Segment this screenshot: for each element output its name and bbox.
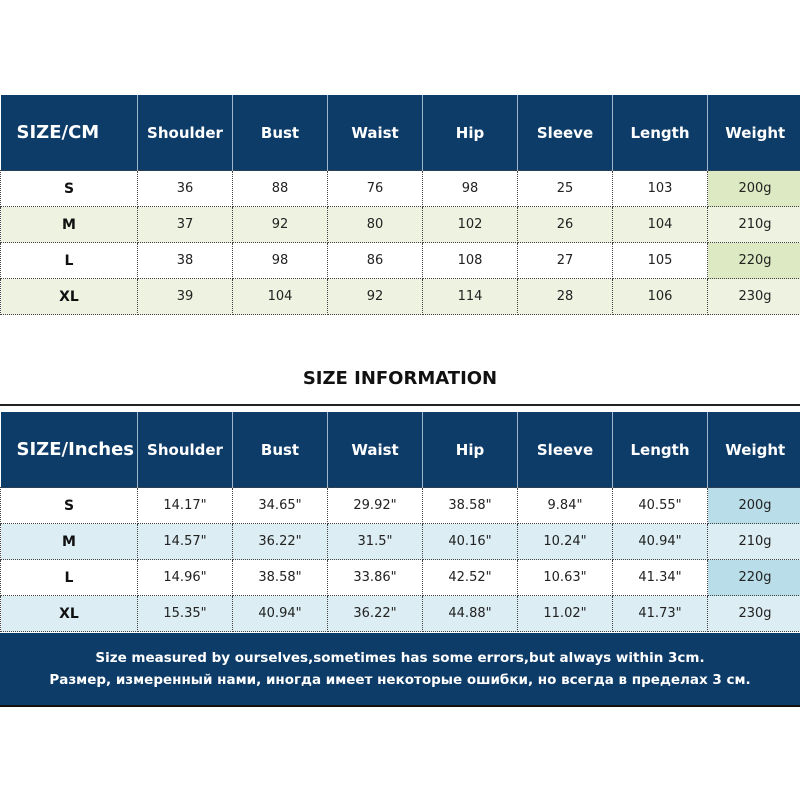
weight-cell: 200g: [707, 487, 800, 524]
measurement-cell: 25: [517, 170, 613, 207]
measurement-cell: 36: [137, 170, 233, 207]
table-row: M 14.57" 36.22" 31.5" 40.16" 10.24" 40.94" 210g: [0, 523, 800, 560]
measurement-cell: 27: [517, 242, 613, 279]
measurement-cell: 104: [612, 206, 708, 243]
table-row: M 37 92 80 102 26 104 210g: [0, 206, 800, 243]
measurement-cell: 76: [327, 170, 423, 207]
measurement-cell: 41.73": [612, 595, 708, 632]
divider: [0, 404, 800, 406]
footer-note-ru: Размер, измеренный нами, иногда имеет не…: [49, 672, 751, 688]
size-label: L: [0, 242, 138, 279]
measurement-cell: 10.63": [517, 559, 613, 596]
column-header: Bust: [232, 412, 328, 488]
table-row: L 38 98 86 108 27 105 220g: [0, 242, 800, 279]
measurement-cell: 14.96": [137, 559, 233, 596]
section-title: SIZE INFORMATION: [302, 368, 498, 389]
measurement-cell: 114: [422, 278, 518, 315]
corner-header: SIZE/Inches: [0, 412, 138, 488]
measurement-cell: 98: [232, 242, 328, 279]
measurement-cell: 92: [327, 278, 423, 315]
corner-header: SIZE/CM: [0, 95, 138, 171]
size-table-cm: SIZE/CM Shoulder Bust Waist Hip Sleeve Length W…: [0, 95, 800, 315]
measurement-cell: 108: [422, 242, 518, 279]
size-label: M: [0, 523, 138, 560]
measurement-cell: 40.55": [612, 487, 708, 524]
measurement-cell: 44.88": [422, 595, 518, 632]
measurement-cell: 106: [612, 278, 708, 315]
header-row: SIZE/Inches Shoulder Bust Waist Hip Sleeve Len…: [0, 412, 800, 488]
measurement-cell: 14.17": [137, 487, 233, 524]
column-header: Weight: [707, 412, 800, 488]
measurement-cell: 14.57": [137, 523, 233, 560]
measurement-cell: 38.58": [422, 487, 518, 524]
measurement-cell: 104: [232, 278, 328, 315]
measurement-cell: 103: [612, 170, 708, 207]
measurement-cell: 98: [422, 170, 518, 207]
column-header: Sleeve: [517, 95, 613, 171]
measurement-cell: 88: [232, 170, 328, 207]
measurement-cell: 36.22": [232, 523, 328, 560]
weight-cell: 200g: [707, 170, 800, 207]
table-row: L 14.96" 38.58" 33.86" 42.52" 10.63" 41.34" 220…: [0, 559, 800, 596]
column-header: Hip: [422, 95, 518, 171]
measurement-cell: 37: [137, 206, 233, 243]
column-header: Shoulder: [137, 412, 233, 488]
column-header: Length: [612, 95, 708, 171]
column-header: Weight: [707, 95, 800, 171]
weight-cell: 230g: [707, 595, 800, 632]
measurement-cell: 105: [612, 242, 708, 279]
measurement-cell: 10.24": [517, 523, 613, 560]
size-label: L: [0, 559, 138, 596]
footer-note-en: Size measured by ourselves,sometimes has…: [95, 650, 705, 666]
measurement-cell: 38.58": [232, 559, 328, 596]
size-table-inches: SIZE/Inches Shoulder Bust Waist Hip Sleeve Len…: [0, 412, 800, 632]
measurement-cell: 38: [137, 242, 233, 279]
size-label: M: [0, 206, 138, 243]
measurement-cell: 36.22": [327, 595, 423, 632]
measurement-cell: 40.16": [422, 523, 518, 560]
measurement-cell: 31.5": [327, 523, 423, 560]
measurement-cell: 28: [517, 278, 613, 315]
measurement-cell: 92: [232, 206, 328, 243]
column-header: Bust: [232, 95, 328, 171]
measurement-cell: 42.52": [422, 559, 518, 596]
column-header: Sleeve: [517, 412, 613, 488]
table-row: XL 15.35" 40.94" 36.22" 44.88" 11.02" 41.73" 23…: [0, 595, 800, 632]
table-row: S 14.17" 34.65" 29.92" 38.58" 9.84" 40.55" 200g: [0, 487, 800, 524]
measurement-cell: 102: [422, 206, 518, 243]
measurement-cell: 11.02": [517, 595, 613, 632]
column-header: Waist: [327, 95, 423, 171]
weight-cell: 220g: [707, 242, 800, 279]
measurement-cell: 40.94": [232, 595, 328, 632]
header-row: SIZE/CM Shoulder Bust Waist Hip Sleeve Length W…: [0, 95, 800, 171]
measurement-cell: 26: [517, 206, 613, 243]
size-label: XL: [0, 278, 138, 315]
measurement-cell: 9.84": [517, 487, 613, 524]
size-label: S: [0, 487, 138, 524]
weight-cell: 220g: [707, 559, 800, 596]
column-header: Shoulder: [137, 95, 233, 171]
size-label: XL: [0, 595, 138, 632]
measurement-cell: 29.92": [327, 487, 423, 524]
measurement-cell: 80: [327, 206, 423, 243]
size-label: S: [0, 170, 138, 207]
measurement-cell: 15.35": [137, 595, 233, 632]
table-row: S 36 88 76 98 25 103 200g: [0, 170, 800, 207]
measurement-cell: 34.65": [232, 487, 328, 524]
weight-cell: 210g: [707, 206, 800, 243]
measurement-cell: 41.34": [612, 559, 708, 596]
measurement-cell: 86: [327, 242, 423, 279]
measurement-cell: 39: [137, 278, 233, 315]
footer-note: Size measured by ourselves,sometimes has…: [0, 633, 800, 707]
column-header: Waist: [327, 412, 423, 488]
weight-cell: 210g: [707, 523, 800, 560]
weight-cell: 230g: [707, 278, 800, 315]
measurement-cell: 33.86": [327, 559, 423, 596]
column-header: Hip: [422, 412, 518, 488]
table-row: XL 39 104 92 114 28 106 230g: [0, 278, 800, 315]
measurement-cell: 40.94": [612, 523, 708, 560]
column-header: Length: [612, 412, 708, 488]
